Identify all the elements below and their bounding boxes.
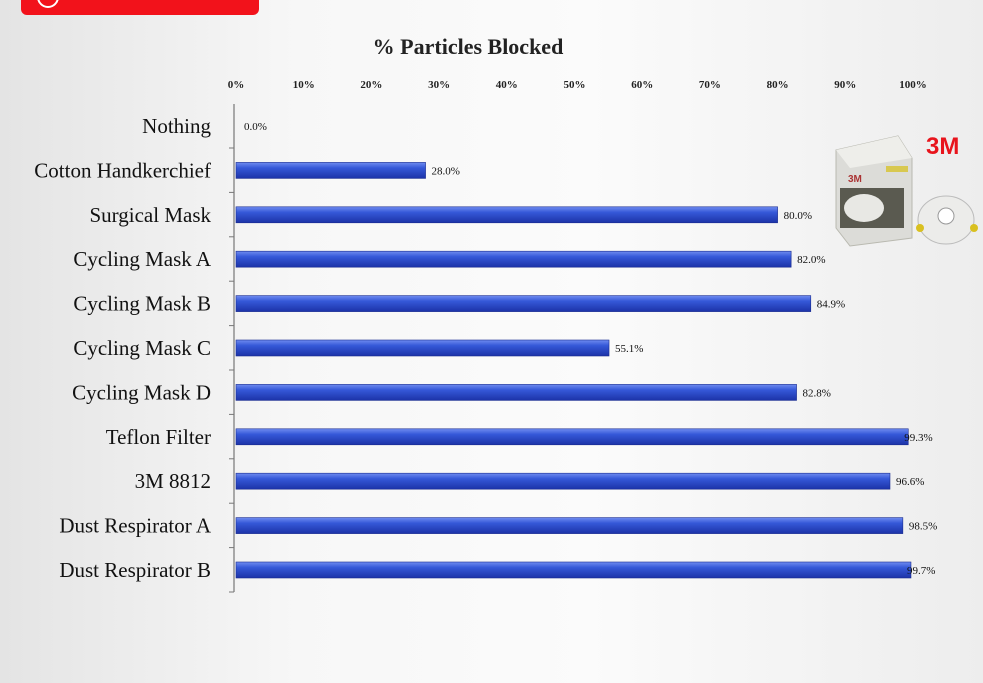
x-tick-label: 50% <box>564 79 586 91</box>
x-tick-label: 0% <box>228 79 245 91</box>
bar <box>235 517 904 534</box>
value-label: 84.9% <box>817 299 845 311</box>
bar <box>235 339 610 357</box>
category-label: Teflon Filter <box>106 425 211 449</box>
value-label: 28.0% <box>432 165 460 177</box>
bar <box>235 206 778 224</box>
bar <box>235 561 912 579</box>
category-label: Cycling Mask C <box>73 336 211 360</box>
x-tick-label: 80% <box>767 79 789 91</box>
category-label: Cycling Mask A <box>73 247 212 271</box>
bar <box>235 295 812 312</box>
category-label: Nothing <box>142 114 211 138</box>
x-tick-label: 20% <box>360 79 382 91</box>
category-label: Cotton Handkerchief <box>34 158 211 182</box>
3m-respirator-photo: 3M 3M <box>835 133 978 247</box>
svg-text:3M: 3M <box>848 174 862 185</box>
x-tick-label: 100% <box>899 79 927 91</box>
bar <box>235 472 891 490</box>
bar <box>235 384 797 401</box>
value-label: 96.6% <box>896 476 924 488</box>
bar <box>235 250 792 268</box>
3m-logo: 3M <box>926 133 959 160</box>
value-label: 99.7% <box>907 565 935 577</box>
value-label: 82.8% <box>803 387 831 399</box>
x-tick-label: 40% <box>496 79 518 91</box>
category-label: Dust Respirator A <box>59 514 211 538</box>
value-label: 82.0% <box>797 254 825 266</box>
category-label: Cycling Mask D <box>72 380 211 404</box>
value-label: 98.5% <box>909 521 937 533</box>
value-label: 99.3% <box>904 432 932 444</box>
category-label: Dust Respirator B <box>59 558 211 582</box>
x-tick-label: 70% <box>699 79 721 91</box>
category-label: Surgical Mask <box>89 203 211 227</box>
x-tick-label: 30% <box>428 79 450 91</box>
category-label: 3M 8812 <box>135 469 211 493</box>
x-tick-label: 90% <box>834 79 856 91</box>
x-tick-label: 10% <box>293 79 315 91</box>
bar <box>235 428 909 446</box>
bar <box>235 162 426 179</box>
value-label: 55.1% <box>615 343 643 355</box>
category-label: Cycling Mask B <box>73 292 211 316</box>
top-badge[interactable] <box>21 0 259 15</box>
value-label: 80.0% <box>784 210 812 222</box>
chart-title: % Particles Blocked <box>373 34 564 59</box>
value-label: 0.0% <box>244 121 267 133</box>
x-tick-label: 60% <box>631 79 653 91</box>
